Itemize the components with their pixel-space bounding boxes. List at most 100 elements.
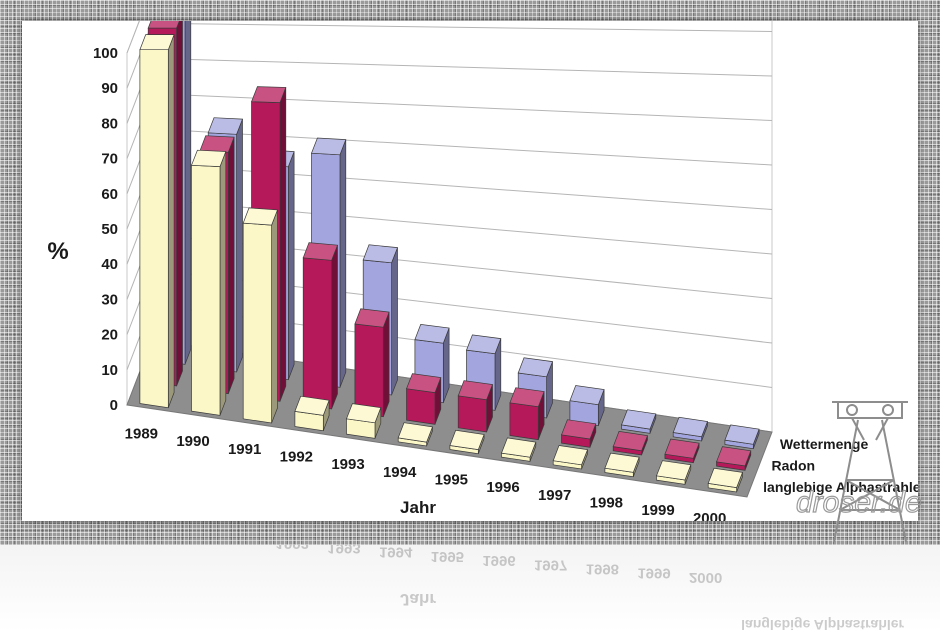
- y-tick-label: 80: [101, 115, 118, 132]
- y-tick-label: 20: [101, 327, 118, 344]
- bar-top: [517, 357, 553, 378]
- series-label: Radon: [772, 458, 816, 474]
- bar-top: [139, 34, 175, 51]
- bar-top: [457, 380, 493, 401]
- gridline: [126, 21, 140, 54]
- bar-langlebige-alphastrahler-1999: [656, 460, 692, 485]
- x-category-label: 1999: [641, 502, 674, 519]
- bar-side: [287, 151, 295, 380]
- y-tick-label: 40: [101, 256, 118, 273]
- bar-top: [509, 387, 545, 408]
- reflected-category-label: 1991: [224, 545, 257, 548]
- x-category-label: 1996: [486, 479, 519, 496]
- y-tick-label: 60: [101, 186, 118, 203]
- bar-front: [406, 388, 436, 425]
- x-category-label: 1994: [383, 464, 417, 481]
- x-category-label: 1991: [228, 441, 261, 458]
- bar-wettermenge-1997: [569, 385, 605, 427]
- x-category-label: 1993: [331, 456, 364, 473]
- reflected-category-label: 2000: [689, 569, 722, 586]
- y-axis-title: %: [47, 238, 68, 265]
- x-category-label: 1997: [538, 487, 571, 504]
- bar-top: [449, 429, 485, 450]
- bar-langlebige-alphastrahler-2000: [707, 467, 743, 493]
- bar-langlebige-alphastrahler-1989: [139, 34, 175, 409]
- bar-radon-2000: [716, 446, 752, 471]
- bar-top: [621, 409, 657, 430]
- bar-top: [199, 135, 235, 153]
- bar-top: [552, 445, 588, 466]
- reflection: 1989199019911992199319941995199619971998…: [0, 545, 940, 632]
- bar-top: [250, 86, 287, 103]
- y-tick-label: 30: [101, 291, 118, 308]
- bar-top: [561, 419, 597, 440]
- reflected-x-axis-title: Jahr: [400, 590, 436, 609]
- bar-radon-1992: [302, 242, 338, 410]
- reflected-category-label: 1994: [379, 545, 413, 561]
- x-category-label: 1990: [176, 433, 209, 450]
- bar-front: [242, 222, 272, 424]
- bar-side: [219, 151, 227, 416]
- bar-side: [279, 87, 287, 402]
- bar-front: [354, 323, 384, 418]
- bar-langlebige-alphastrahler-1991: [242, 207, 278, 424]
- bar-langlebige-alphastrahler-1996: [501, 437, 537, 462]
- y-tick-label: 10: [101, 362, 118, 379]
- x-category-label: 1998: [590, 494, 623, 511]
- bar-top: [612, 431, 648, 452]
- bar-front: [302, 257, 332, 410]
- reflected-category-label: 1993: [327, 545, 360, 556]
- reflected-category-label: 1995: [431, 548, 464, 565]
- bar-langlebige-alphastrahler-1992: [294, 395, 330, 432]
- chart-panel: 0 10 20 30 40 50 60 70 80 90 100 1989 1990 1991 1992 19…: [22, 21, 918, 521]
- y-tick-label: 90: [101, 80, 118, 97]
- reflected-category-label: 1999: [637, 565, 670, 582]
- bar-langlebige-alphastrahler-1994: [397, 422, 433, 447]
- bar-top: [414, 324, 450, 344]
- x-category-label: 1995: [435, 471, 468, 488]
- bar-radon-1999: [664, 438, 700, 464]
- reflected-category-label: 1996: [482, 552, 515, 569]
- bar-radon-1998: [612, 431, 648, 456]
- bar-top: [672, 416, 708, 438]
- series-label: Wettermenge: [780, 436, 869, 452]
- x-axis-title: Jahr: [400, 498, 436, 517]
- bar-front: [457, 395, 487, 433]
- y-tick-label: 50: [101, 221, 118, 238]
- bar-langlebige-alphastrahler-1993: [346, 403, 382, 439]
- bar-radon-1997: [561, 419, 597, 448]
- bar-top: [569, 385, 605, 406]
- bar-top: [397, 422, 433, 443]
- y-tick-label: 70: [101, 151, 118, 168]
- bar-top: [664, 438, 700, 459]
- bar-side: [271, 209, 278, 424]
- bar-top: [242, 207, 278, 226]
- bar-langlebige-alphastrahler-1990: [190, 149, 227, 416]
- bar-side: [236, 118, 243, 373]
- bar-top: [362, 244, 398, 264]
- bar-top: [501, 437, 537, 458]
- bar-side: [184, 21, 192, 365]
- bar-wettermenge-1998: [621, 409, 657, 434]
- reflected-category-label: 1992: [276, 545, 309, 552]
- x-category-label: 1992: [280, 448, 313, 465]
- bar-top: [724, 424, 760, 445]
- bars: [139, 21, 760, 493]
- bar-side: [167, 34, 175, 408]
- bar-wettermenge-2000: [724, 424, 760, 450]
- bar-top: [466, 334, 502, 355]
- bar-radon-1993: [354, 308, 390, 418]
- bar-side: [382, 311, 390, 417]
- bar-radon-1995: [457, 380, 493, 433]
- bar-side: [176, 21, 183, 387]
- bar-top: [147, 21, 180, 29]
- bar-top: [707, 467, 743, 488]
- bar-top: [604, 452, 640, 473]
- x-category-label: 1989: [125, 425, 158, 442]
- bar-top: [207, 117, 244, 135]
- x-category-label: 2000: [693, 510, 726, 521]
- bar-top: [716, 446, 752, 467]
- bar-side: [391, 247, 398, 396]
- bar-side: [331, 245, 338, 410]
- bar-top: [354, 308, 390, 328]
